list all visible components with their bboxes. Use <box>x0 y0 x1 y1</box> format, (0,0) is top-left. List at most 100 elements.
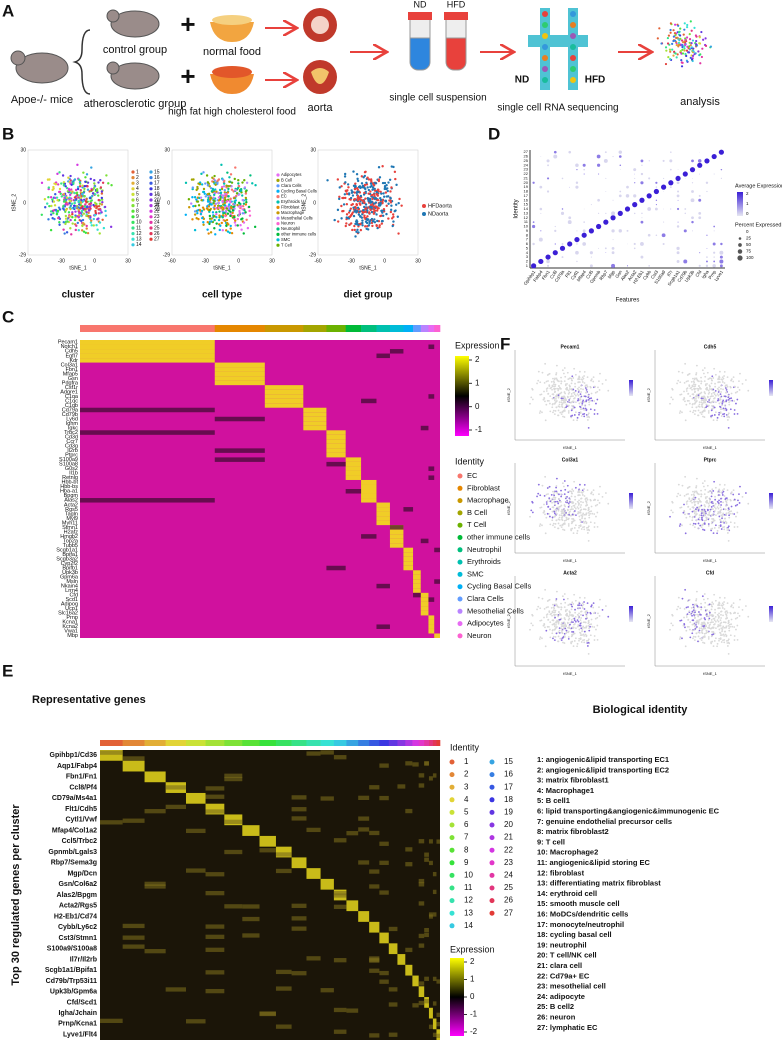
cell-dot <box>694 503 696 506</box>
cell-dot <box>732 376 735 379</box>
dot <box>634 177 636 179</box>
legend-label: SMC <box>281 237 290 242</box>
dot <box>661 184 667 190</box>
dot <box>641 212 643 215</box>
cell-dot <box>700 639 703 641</box>
dot <box>669 168 672 171</box>
legend-label: EC <box>281 194 287 199</box>
cell-dot <box>370 193 374 197</box>
x-tick-label: 0 <box>383 258 386 264</box>
cell-dot <box>573 504 576 507</box>
dot <box>597 163 601 167</box>
cell-dot <box>587 638 590 641</box>
cell-dot <box>693 526 696 529</box>
cell-dot <box>707 638 710 640</box>
heatmap-block <box>376 353 390 359</box>
cell-dot <box>554 611 556 614</box>
cell-dot <box>736 398 739 401</box>
cell-dot <box>555 373 557 376</box>
cell-dot <box>52 209 55 212</box>
heatmap-noise <box>358 795 370 801</box>
cell-dot <box>578 413 580 416</box>
cell-dot <box>586 376 589 379</box>
heatmap-block <box>361 534 377 539</box>
cell-dot <box>213 204 216 208</box>
cell-dot <box>574 611 577 614</box>
cell-dot <box>230 188 234 191</box>
cell-dot <box>64 214 68 218</box>
cell-dot <box>366 176 369 179</box>
cell-dot <box>694 385 696 388</box>
cell-dot <box>206 228 209 231</box>
cell-dot <box>557 502 560 505</box>
gene-label: Slc16a2 <box>58 611 78 617</box>
cell-dot <box>582 407 585 410</box>
cell-dot <box>574 373 577 376</box>
plot-frame <box>317 149 419 256</box>
heatmap-noise <box>418 773 425 778</box>
heatmap-block <box>376 520 390 526</box>
identity-bar <box>144 740 166 746</box>
cell-dot <box>590 623 593 626</box>
identity-bar <box>259 740 277 746</box>
cell-dot <box>739 598 741 601</box>
colorbar <box>737 192 743 216</box>
cell-dot <box>376 219 379 223</box>
cell-dot <box>218 210 221 213</box>
cell-dot <box>721 404 723 407</box>
x-tick-label: Cd79a <box>554 269 566 283</box>
cell-dot <box>225 207 229 210</box>
heatmap-noise <box>275 868 292 874</box>
cell-dot <box>567 622 569 625</box>
cell-dot <box>235 192 239 195</box>
cell-dot <box>216 181 219 185</box>
heatmap-noise <box>306 956 321 961</box>
cell-dot <box>707 505 710 508</box>
heatmap-block <box>214 380 265 386</box>
cell-dot <box>241 204 245 208</box>
cell-dot <box>554 508 557 511</box>
legend-dot <box>449 860 455 866</box>
cell-dot <box>713 510 716 512</box>
cell-dot <box>728 403 731 406</box>
legend-dot <box>489 910 495 916</box>
cell-dot <box>712 377 715 379</box>
cell-dot <box>571 626 574 629</box>
cell-dot <box>357 213 361 216</box>
cell-dot <box>720 610 722 613</box>
cell-dot <box>712 532 715 535</box>
cell-dot <box>694 508 697 511</box>
cell-dot <box>711 500 713 503</box>
cell-dot <box>552 524 554 527</box>
cell-dot <box>587 415 590 418</box>
cell-dot <box>699 524 702 527</box>
cell-dot <box>709 621 712 624</box>
cell-dot <box>220 185 224 189</box>
dot <box>713 260 716 263</box>
gene-label: Mfap4/Col1a2 <box>52 827 97 834</box>
legend-label: 3 <box>136 181 139 187</box>
cell-dot <box>348 223 351 226</box>
cell-dot <box>580 617 582 619</box>
cell-dot <box>710 382 713 385</box>
cell-dot <box>233 200 236 203</box>
cell-dot <box>193 213 197 216</box>
cell-dot <box>727 653 730 655</box>
plus: + <box>180 9 195 39</box>
cell-dot <box>558 606 560 609</box>
cell-dot <box>557 396 560 399</box>
cell-dot <box>381 211 384 214</box>
cell-dot <box>720 604 723 607</box>
cell-dot <box>716 529 719 532</box>
cell-dot <box>557 635 560 638</box>
cell-dot <box>378 224 381 227</box>
gene-label: Kcna1 <box>62 620 78 626</box>
cell-dot <box>723 382 726 384</box>
cell-dot <box>212 202 215 205</box>
dot <box>576 243 578 245</box>
cell-dot <box>565 387 568 390</box>
legend-dot <box>457 596 463 602</box>
cell-dot <box>390 165 393 168</box>
cell-dot <box>359 194 363 198</box>
legend-dot <box>149 170 153 174</box>
